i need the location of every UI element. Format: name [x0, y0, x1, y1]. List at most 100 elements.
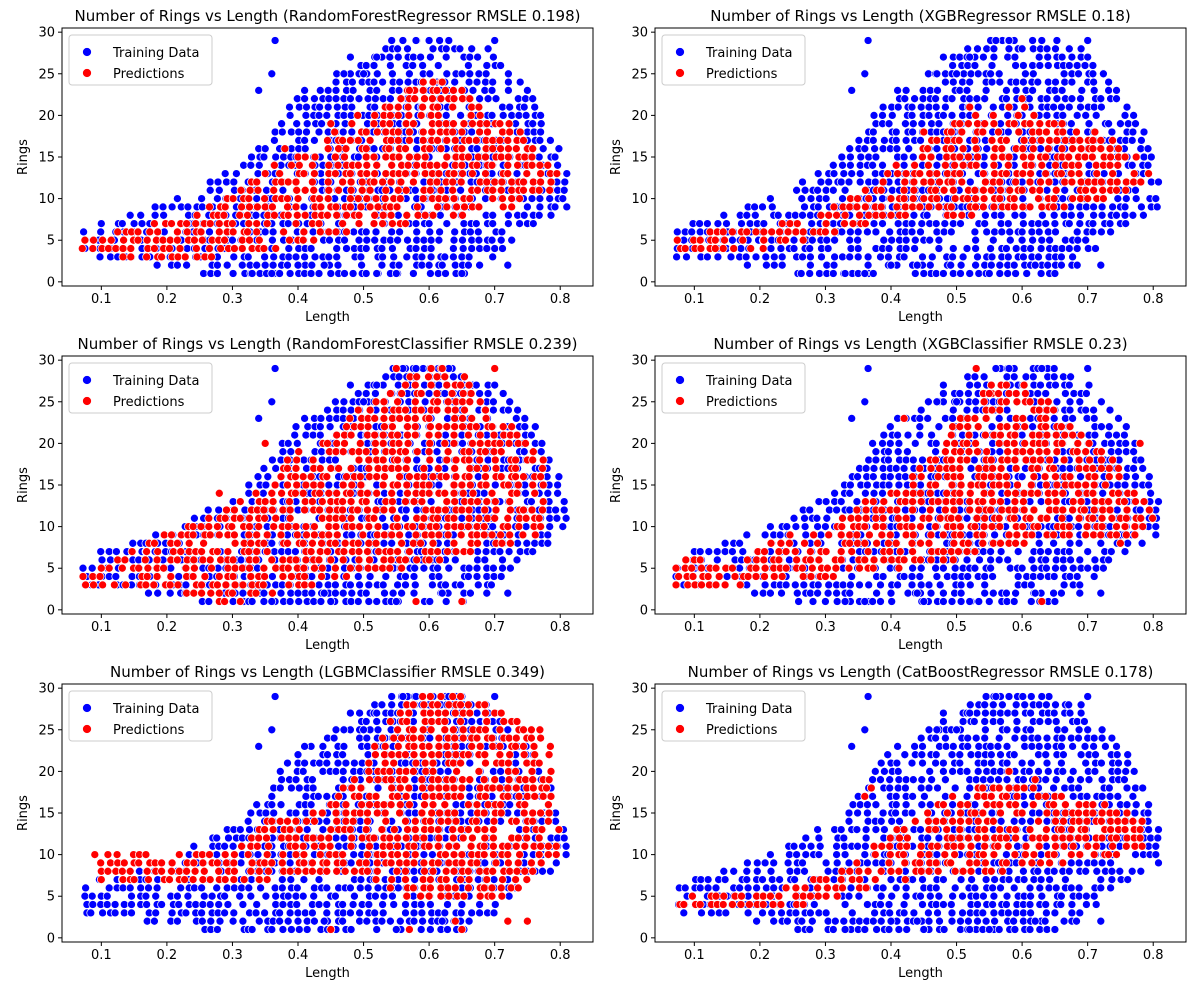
data-point	[369, 152, 379, 162]
data-point	[434, 572, 444, 581]
data-point	[988, 235, 998, 245]
data-point	[916, 102, 926, 112]
data-point	[538, 455, 548, 465]
data-point	[487, 580, 496, 590]
data-point	[923, 414, 933, 423]
data-point	[378, 219, 387, 228]
data-point	[259, 597, 269, 606]
data-point	[974, 597, 984, 606]
data-point	[314, 269, 324, 278]
data-point	[970, 227, 980, 237]
data-point	[703, 252, 712, 262]
points-layer	[77, 36, 572, 278]
data-point	[836, 497, 846, 506]
data-point	[244, 547, 254, 556]
data-point	[1026, 580, 1036, 590]
data-point	[1072, 227, 1082, 237]
data-point	[1099, 194, 1108, 203]
data-point	[293, 152, 303, 162]
data-point	[253, 169, 263, 178]
data-point	[758, 202, 767, 212]
data-point	[815, 269, 824, 278]
data-point	[457, 513, 467, 523]
data-point	[1136, 177, 1146, 187]
data-point	[381, 169, 391, 178]
data-point	[416, 405, 426, 415]
data-point	[986, 563, 995, 573]
data-point	[437, 260, 447, 270]
data-point	[279, 227, 288, 237]
data-point	[777, 588, 786, 598]
data-point	[1057, 244, 1067, 253]
data-point	[962, 513, 972, 523]
data-point	[291, 522, 301, 531]
data-point	[424, 372, 433, 382]
data-point	[958, 111, 967, 120]
data-point	[971, 160, 981, 170]
data-point	[403, 430, 412, 440]
data-point	[511, 455, 520, 465]
data-point	[346, 177, 356, 187]
data-point	[1106, 152, 1115, 162]
data-point	[416, 52, 425, 62]
data-point	[1076, 44, 1086, 54]
data-point	[948, 414, 957, 423]
data-point	[324, 185, 334, 195]
data-point	[425, 439, 435, 448]
data-point	[317, 447, 326, 457]
data-point	[1052, 94, 1062, 104]
data-point	[1089, 202, 1098, 212]
data-point	[246, 160, 256, 170]
data-point	[315, 430, 325, 440]
data-point	[354, 210, 364, 220]
data-point	[908, 119, 918, 129]
data-point	[214, 530, 224, 540]
data-point	[490, 455, 500, 465]
data-point	[388, 505, 397, 515]
data-point	[1081, 405, 1091, 415]
data-point	[283, 202, 292, 212]
data-point	[441, 194, 450, 203]
data-point	[370, 210, 380, 220]
x-tick-label: 0.6	[419, 292, 440, 307]
data-point	[230, 530, 239, 540]
data-point	[441, 86, 450, 95]
data-point	[1051, 44, 1060, 54]
data-point	[496, 235, 506, 245]
data-point	[1081, 185, 1091, 195]
data-point	[308, 430, 318, 440]
data-point	[417, 252, 427, 262]
data-point	[794, 597, 803, 606]
data-point	[347, 480, 357, 490]
data-point	[404, 111, 414, 120]
data-point	[357, 185, 367, 195]
data-point	[252, 194, 262, 203]
data-point	[79, 227, 88, 237]
data-point	[346, 405, 356, 415]
data-point	[405, 86, 414, 95]
data-point	[1037, 36, 1047, 45]
data-point	[323, 439, 332, 448]
data-point	[1034, 52, 1044, 62]
data-point	[900, 94, 910, 104]
data-point	[904, 144, 914, 154]
data-point	[300, 572, 309, 581]
data-point	[845, 505, 855, 515]
data-point	[946, 260, 956, 270]
y-axis-label: Rings	[16, 467, 31, 503]
data-point	[941, 414, 950, 423]
data-point	[1003, 160, 1013, 170]
data-point	[112, 547, 121, 556]
data-point	[515, 194, 524, 203]
data-point	[856, 152, 866, 162]
x-tick-label: 0.3	[815, 292, 836, 307]
data-point	[315, 102, 324, 112]
data-point	[323, 136, 332, 145]
data-point	[173, 235, 182, 245]
data-point	[1013, 111, 1023, 120]
data-point	[1042, 563, 1051, 573]
data-point	[884, 447, 893, 457]
data-point	[378, 439, 388, 448]
